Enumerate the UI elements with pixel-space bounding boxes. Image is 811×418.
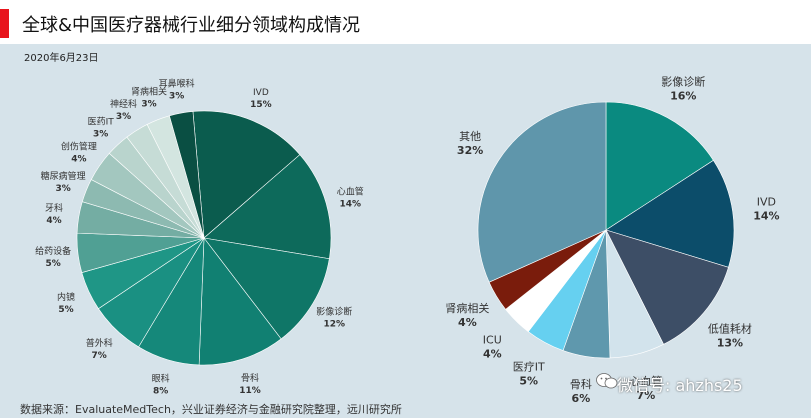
pie1-slice-0 bbox=[192, 110, 301, 239]
pie2-label-6: ICU 4% bbox=[483, 333, 502, 360]
pie1-label-12: 神经科 3% bbox=[110, 98, 137, 122]
pie2-label-8: 其他 32% bbox=[457, 130, 483, 157]
page-title: 全球&中国医疗器械行业细分领域构成情况 bbox=[22, 15, 361, 36]
pie1-label-6: 内镜 5% bbox=[57, 291, 75, 315]
pie2-label-0: 影像诊断 16% bbox=[661, 75, 705, 103]
pie1-label-14: 耳鼻喉科 3% bbox=[159, 78, 195, 102]
watermark-text: 微信号: ahzhs25 bbox=[617, 376, 743, 395]
pie1-label-9: 糖尿病管理 3% bbox=[41, 170, 86, 194]
pie2-slice-1 bbox=[605, 159, 735, 268]
pie1-slice-14 bbox=[169, 111, 205, 239]
pie2-slice-2 bbox=[605, 229, 729, 345]
pie1-label-8: 牙科 4% bbox=[45, 202, 63, 226]
data-source: 数据来源：EvaluateMedTech，兴业证券经济与金融研究院整理，远川研究… bbox=[20, 403, 402, 416]
pie1-label-2: 影像诊断 12% bbox=[316, 305, 352, 329]
pie1-slice-1 bbox=[203, 154, 332, 260]
pie2-label-4: 骨科 6% bbox=[570, 377, 592, 405]
pie1-label-5: 普外科 7% bbox=[86, 337, 113, 361]
pie1-label-3: 骨科 11% bbox=[239, 372, 261, 396]
pie2-label-2: 低值耗材 13% bbox=[708, 321, 752, 349]
pie2-label-5: 医疗IT 5% bbox=[513, 359, 545, 387]
pie2-slice-0 bbox=[605, 101, 714, 231]
pie1-slice-2 bbox=[203, 237, 330, 340]
pie2-slice-8 bbox=[477, 101, 607, 283]
pie1-label-4: 眼科 8% bbox=[152, 373, 170, 397]
pie1-label-10: 创伤管理 4% bbox=[61, 141, 97, 165]
pie2-label-1: IVD 14% bbox=[753, 195, 779, 222]
pie2-label-3: 心血管 7% bbox=[629, 374, 662, 402]
title-bar bbox=[0, 0, 811, 44]
wechat-icon bbox=[596, 373, 618, 389]
pie1-slice-3 bbox=[198, 237, 282, 366]
pie1-label-13: 肾病相关 3% bbox=[131, 85, 167, 109]
report-date: 2020年6月23日 bbox=[24, 53, 99, 64]
pie1-label-7: 给药设备 5% bbox=[35, 245, 71, 269]
pie1-label-11: 医药IT 3% bbox=[88, 117, 115, 140]
title-accent-bar bbox=[0, 9, 9, 38]
pie1-label-1: 心血管 14% bbox=[337, 186, 364, 210]
pie1-label-0: IVD 15% bbox=[250, 88, 272, 110]
pie2-label-7: 肾病相关 4% bbox=[445, 301, 489, 329]
